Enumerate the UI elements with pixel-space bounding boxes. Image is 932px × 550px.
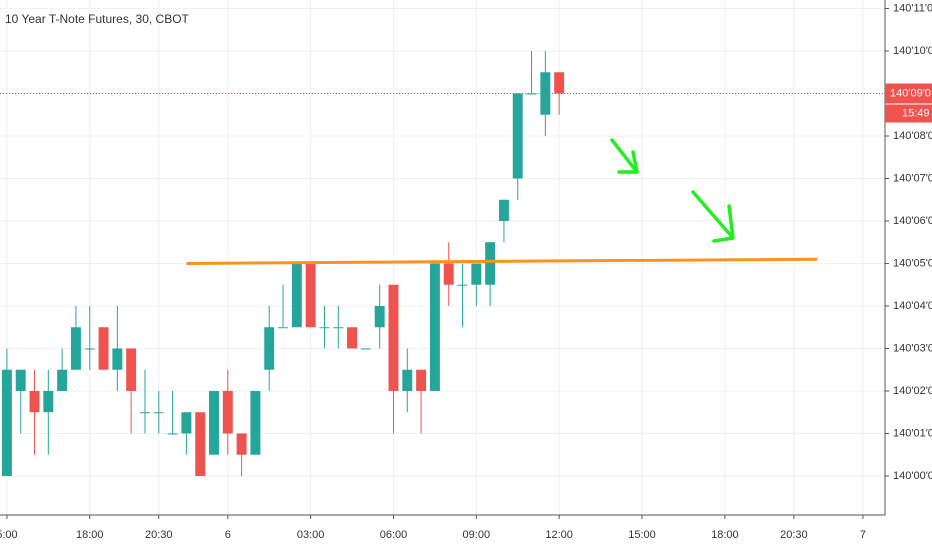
candle-body	[98, 327, 109, 370]
candle-body	[112, 348, 123, 370]
last-price-label: 140'09'0	[890, 87, 931, 99]
candle-body	[1, 369, 12, 476]
candle-body	[278, 327, 289, 329]
candle-body	[264, 327, 275, 370]
x-tick-label: 5:00	[0, 529, 18, 541]
x-tick-label: 18:00	[711, 529, 739, 541]
x-tick-label: 20:30	[780, 529, 808, 541]
candle-body	[195, 412, 206, 476]
candle-body	[402, 369, 413, 391]
candle-body	[388, 284, 399, 391]
last-price-box	[885, 83, 932, 104]
candle-body	[416, 369, 427, 391]
y-tick-label: 140'03'0	[893, 342, 932, 354]
candle-body	[374, 305, 385, 328]
candle-body	[84, 348, 95, 350]
y-tick-label: 140'11'0	[893, 2, 932, 14]
x-tick-label: 6	[225, 529, 231, 541]
trendline	[186, 257, 818, 265]
candle-body	[554, 72, 565, 94]
y-tick-label: 140'06'0	[893, 215, 932, 227]
candle-body	[485, 242, 496, 285]
x-tick-label: 18:00	[76, 529, 104, 541]
chart-title: 10 Year T-Note Futures, 30, CBOT	[5, 12, 190, 26]
x-tick-label: 06:00	[380, 529, 408, 541]
candle-body	[429, 263, 440, 391]
candle-body	[250, 390, 261, 455]
candle-body	[126, 348, 137, 391]
candle-body	[236, 433, 247, 455]
arrow	[691, 190, 735, 243]
candle-body	[333, 327, 344, 329]
candle-body	[167, 433, 178, 435]
candle-body	[153, 412, 164, 414]
x-tick-label: 03:00	[297, 529, 325, 541]
candle-body	[471, 263, 482, 285]
countdown-label: 15:49	[902, 107, 930, 119]
candle-body	[305, 263, 316, 328]
candle-body	[319, 327, 330, 329]
y-tick-label: 140'07'0	[893, 172, 932, 184]
y-tick-label: 140'00'0	[893, 470, 932, 482]
candle-body	[498, 199, 509, 221]
x-tick-label: 20:30	[145, 529, 173, 541]
candle-body	[43, 390, 54, 413]
arrow	[610, 138, 639, 174]
candle-body	[29, 390, 40, 413]
x-tick-label: 15:00	[628, 529, 656, 541]
y-tick-label: 140'10'0	[893, 45, 932, 57]
candle-body	[209, 390, 219, 455]
x-tick-label: 12:00	[545, 529, 573, 541]
candle-body	[15, 369, 26, 391]
grid	[0, 0, 885, 515]
candle-body	[360, 348, 371, 350]
candle-body	[540, 72, 551, 115]
candle-body	[139, 412, 150, 414]
y-tick-label: 140'08'0	[893, 130, 932, 142]
candle-body	[443, 263, 454, 285]
x-tick-label: 09:00	[463, 529, 491, 541]
marks	[1, 50, 565, 476]
candle-body	[291, 263, 302, 328]
y-tick-label: 140'01'0	[893, 427, 932, 439]
candle-body	[181, 412, 192, 434]
y-tick-label: 140'05'0	[893, 257, 932, 269]
y-tick-label: 140'04'0	[893, 300, 932, 312]
candle-body	[347, 327, 358, 349]
candle-body	[512, 93, 523, 179]
x-tick-label: 7	[860, 529, 866, 541]
candle-body	[70, 327, 81, 370]
candle-body	[457, 284, 468, 286]
candle-body	[222, 390, 233, 434]
y-tick-label: 140'02'0	[893, 385, 932, 397]
countdown-box	[885, 104, 932, 123]
candle-body	[57, 369, 68, 391]
